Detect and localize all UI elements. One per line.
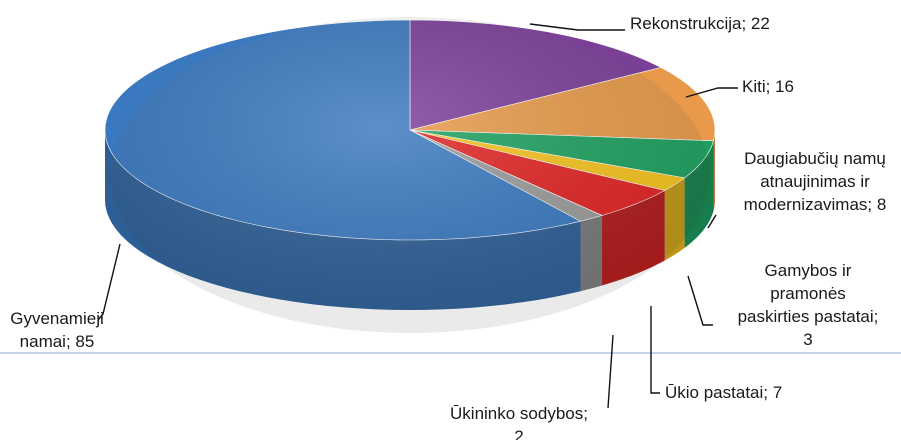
label-gyvenamieji-namai: Gyvenamieji namai; 85 [10, 309, 104, 351]
leader-gamybos [687, 275, 713, 326]
label-line: paskirties pastatai; [738, 307, 879, 326]
label-kiti: Kiti; 16 [742, 77, 794, 96]
leader-kiti [685, 87, 738, 98]
label-line: namai; 85 [20, 332, 95, 351]
label-leaders [97, 23, 738, 409]
slice-side-kiti [713, 130, 715, 211]
label-line: 3 [803, 330, 812, 349]
leader-daugiabuciu [707, 214, 717, 229]
leader-gyvenamieji [97, 243, 121, 321]
label-line: Ūkio pastatai; 7 [665, 383, 782, 402]
label-line: Ūkininko sodybos; [450, 404, 588, 423]
label-ukio-pastatai: Ūkio pastatai; 7 [665, 383, 782, 402]
label-daugiabuciu-namu-atnaujinimas-ir-modernizavimas: Daugiabučių namų atnaujinimas ir moderniza… [744, 149, 887, 214]
leader-ukininko [607, 334, 614, 409]
label-line: modernizavimas; 8 [744, 195, 887, 214]
label-line: Kiti; 16 [742, 77, 794, 96]
leader-ukio [650, 306, 660, 394]
label-line: Rekonstrukcija; 22 [630, 14, 770, 33]
label-line: Gyvenamieji [10, 309, 104, 328]
leader-rekonstrukcija [529, 23, 625, 31]
label-line: atnaujinimas ir [760, 172, 870, 191]
label-line: 2 [514, 427, 523, 440]
label-line: Gamybos ir [765, 261, 852, 280]
label-line: Daugiabučių namų [744, 149, 886, 168]
slice-labels: Rekonstrukcija; 22 Kiti; 16 Daugiabučių na… [10, 14, 886, 440]
label-ukininko-sodybos: Ūkininko sodybos; 2 [450, 404, 588, 440]
label-rekonstrukcija: Rekonstrukcija; 22 [630, 14, 770, 33]
label-gamybos-ir-pramones-paskirties-pastatai: Gamybos ir pramonės paskirties pastatai; 3 [738, 261, 879, 349]
label-line: pramonės [770, 284, 846, 303]
pie-shine [110, 17, 710, 333]
